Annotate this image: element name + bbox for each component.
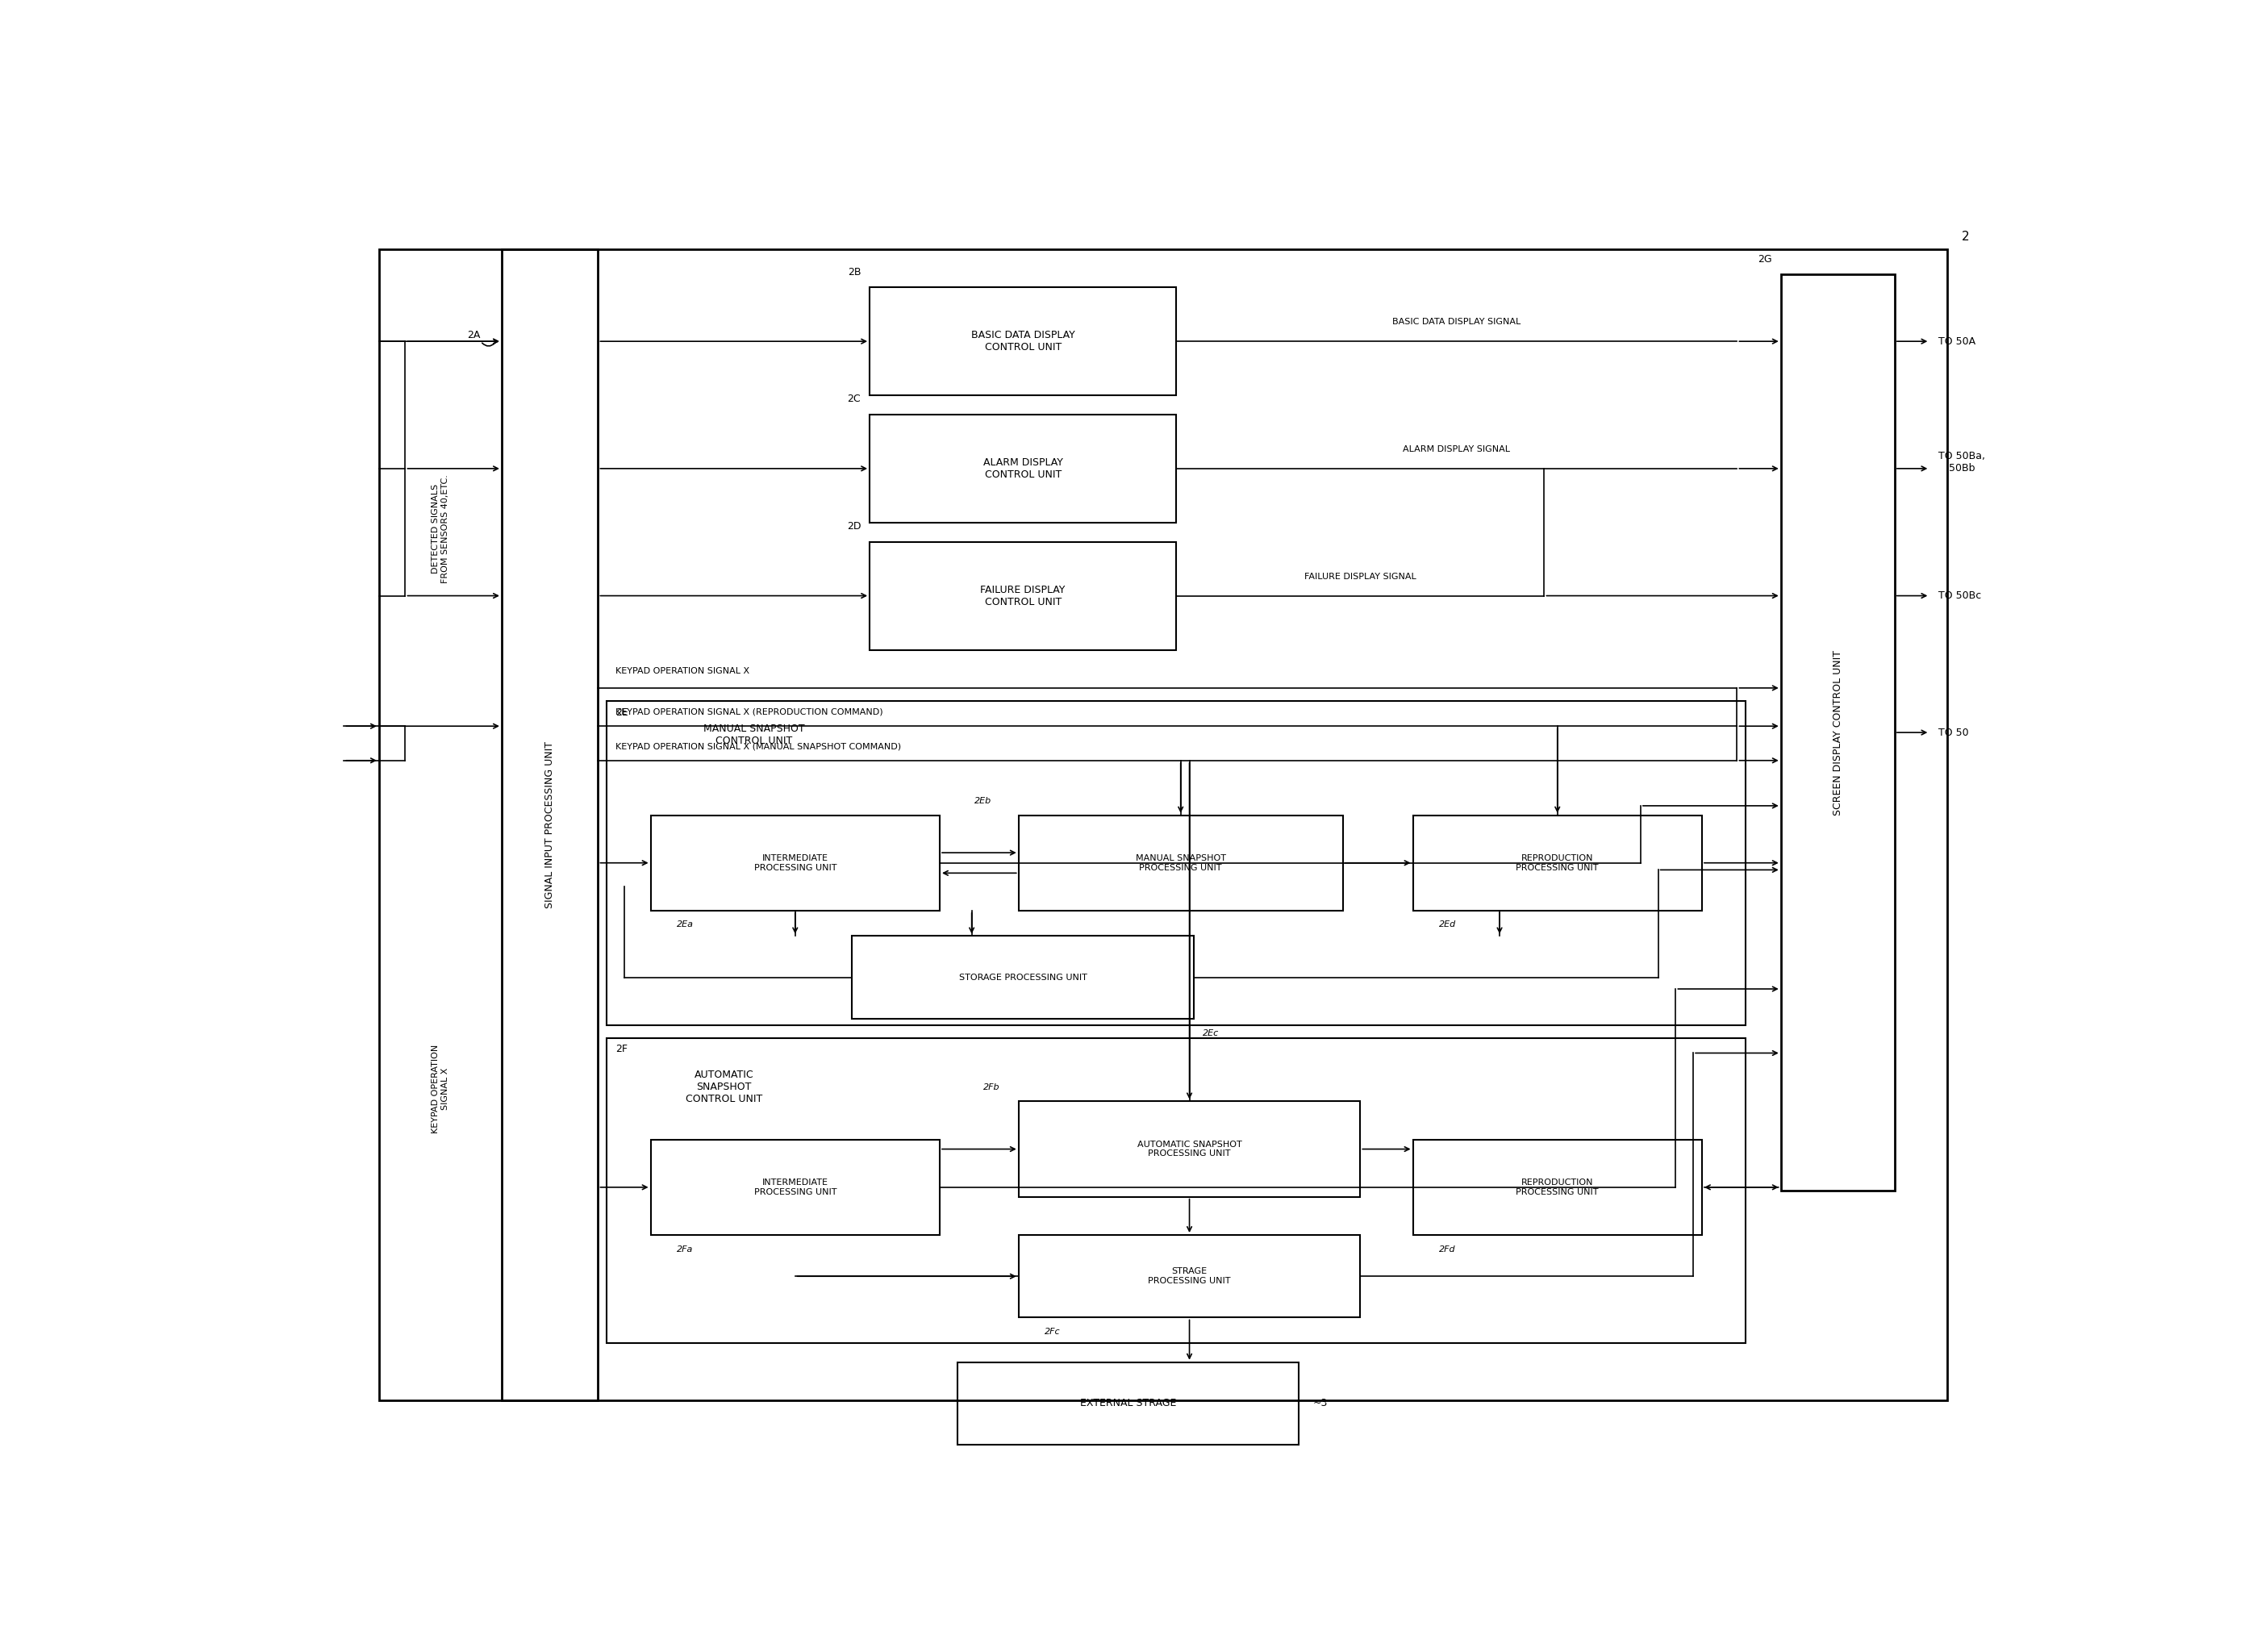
Text: TO 50Ba,
50Bb: TO 50Ba, 50Bb: [1938, 451, 1985, 474]
Bar: [1017, 1236, 1361, 1318]
Text: BASIC DATA DISPLAY
CONTROL UNIT: BASIC DATA DISPLAY CONTROL UNIT: [970, 330, 1074, 352]
Bar: [606, 700, 1745, 1024]
Bar: [870, 542, 1176, 649]
Text: 2Fb: 2Fb: [984, 1084, 999, 1092]
Text: AUTOMATIC
SNAPSHOT
CONTROL UNIT: AUTOMATIC SNAPSHOT CONTROL UNIT: [685, 1069, 762, 1104]
Text: INTERMEDIATE
PROCESSING UNIT: INTERMEDIATE PROCESSING UNIT: [753, 1178, 837, 1196]
Text: 2Fc: 2Fc: [1045, 1328, 1060, 1336]
Bar: [380, 249, 1947, 1401]
Text: 2A: 2A: [468, 330, 482, 340]
Text: 2B: 2B: [848, 266, 861, 278]
Bar: [870, 287, 1176, 395]
Text: 2Fa: 2Fa: [676, 1246, 694, 1254]
Text: ALARM DISPLAY
CONTROL UNIT: ALARM DISPLAY CONTROL UNIT: [984, 458, 1063, 479]
Text: 2C: 2C: [848, 393, 861, 405]
Text: 2Fd: 2Fd: [1440, 1246, 1456, 1254]
Text: 2E: 2E: [615, 707, 629, 717]
Bar: [1413, 814, 1703, 910]
Bar: [1017, 1102, 1361, 1196]
Text: FAILURE DISPLAY
CONTROL UNIT: FAILURE DISPLAY CONTROL UNIT: [981, 585, 1065, 606]
Text: INTERMEDIATE
PROCESSING UNIT: INTERMEDIATE PROCESSING UNIT: [753, 854, 837, 872]
Text: 2Ed: 2Ed: [1440, 920, 1456, 928]
Bar: [651, 814, 941, 910]
Text: KEYPAD OPERATION
SIGNAL X: KEYPAD OPERATION SIGNAL X: [432, 1044, 450, 1133]
Text: 2Ec: 2Ec: [1203, 1029, 1219, 1037]
Text: TO 50A: TO 50A: [1938, 335, 1976, 347]
Text: DETECTED SIGNALS
FROM SENSORS 40,ETC.: DETECTED SIGNALS FROM SENSORS 40,ETC.: [432, 474, 450, 583]
Text: ALARM DISPLAY SIGNAL: ALARM DISPLAY SIGNAL: [1404, 446, 1510, 453]
Text: REPRODUCTION
PROCESSING UNIT: REPRODUCTION PROCESSING UNIT: [1517, 1178, 1599, 1196]
Bar: [1782, 274, 1895, 1191]
Text: 2F: 2F: [615, 1044, 629, 1054]
Bar: [870, 415, 1176, 522]
Text: FAILURE DISPLAY SIGNAL: FAILURE DISPLAY SIGNAL: [1305, 573, 1415, 580]
Bar: [852, 937, 1194, 1019]
Text: STORAGE PROCESSING UNIT: STORAGE PROCESSING UNIT: [959, 973, 1088, 981]
Text: REPRODUCTION
PROCESSING UNIT: REPRODUCTION PROCESSING UNIT: [1517, 854, 1599, 872]
Text: STRAGE
PROCESSING UNIT: STRAGE PROCESSING UNIT: [1149, 1267, 1230, 1285]
Text: EXTERNAL STRAGE: EXTERNAL STRAGE: [1081, 1398, 1176, 1409]
Text: SIGNAL INPUT PROCESSING UNIT: SIGNAL INPUT PROCESSING UNIT: [545, 742, 556, 909]
Bar: [606, 1037, 1745, 1343]
Text: KEYPAD OPERATION SIGNAL X (MANUAL SNAPSHOT COMMAND): KEYPAD OPERATION SIGNAL X (MANUAL SNAPSH…: [615, 742, 902, 750]
Text: 2D: 2D: [848, 520, 861, 532]
Bar: [651, 1140, 941, 1236]
Text: AUTOMATIC SNAPSHOT
PROCESSING UNIT: AUTOMATIC SNAPSHOT PROCESSING UNIT: [1137, 1140, 1241, 1158]
Text: 2Ea: 2Ea: [676, 920, 694, 928]
Bar: [1413, 1140, 1703, 1236]
Text: KEYPAD OPERATION SIGNAL X: KEYPAD OPERATION SIGNAL X: [615, 667, 751, 676]
Text: ~3: ~3: [1314, 1398, 1327, 1409]
Text: MANUAL SNAPSHOT
PROCESSING UNIT: MANUAL SNAPSHOT PROCESSING UNIT: [1135, 854, 1225, 872]
Text: BASIC DATA DISPLAY SIGNAL: BASIC DATA DISPLAY SIGNAL: [1393, 319, 1522, 325]
Text: TO 50: TO 50: [1938, 727, 1969, 738]
Bar: [502, 249, 599, 1401]
Text: 2: 2: [1960, 231, 1969, 243]
Bar: [1017, 814, 1343, 910]
Text: 2Eb: 2Eb: [974, 796, 993, 805]
Text: 2G: 2G: [1757, 254, 1773, 264]
Text: SCREEN DISPLAY CONTROL UNIT: SCREEN DISPLAY CONTROL UNIT: [1831, 649, 1843, 814]
Text: KEYPAD OPERATION SIGNAL X (REPRODUCTION COMMAND): KEYPAD OPERATION SIGNAL X (REPRODUCTION …: [615, 709, 884, 715]
Text: MANUAL SNAPSHOT
CONTROL UNIT: MANUAL SNAPSHOT CONTROL UNIT: [703, 724, 805, 747]
Bar: [956, 1363, 1300, 1446]
Text: TO 50Bc: TO 50Bc: [1938, 590, 1981, 601]
